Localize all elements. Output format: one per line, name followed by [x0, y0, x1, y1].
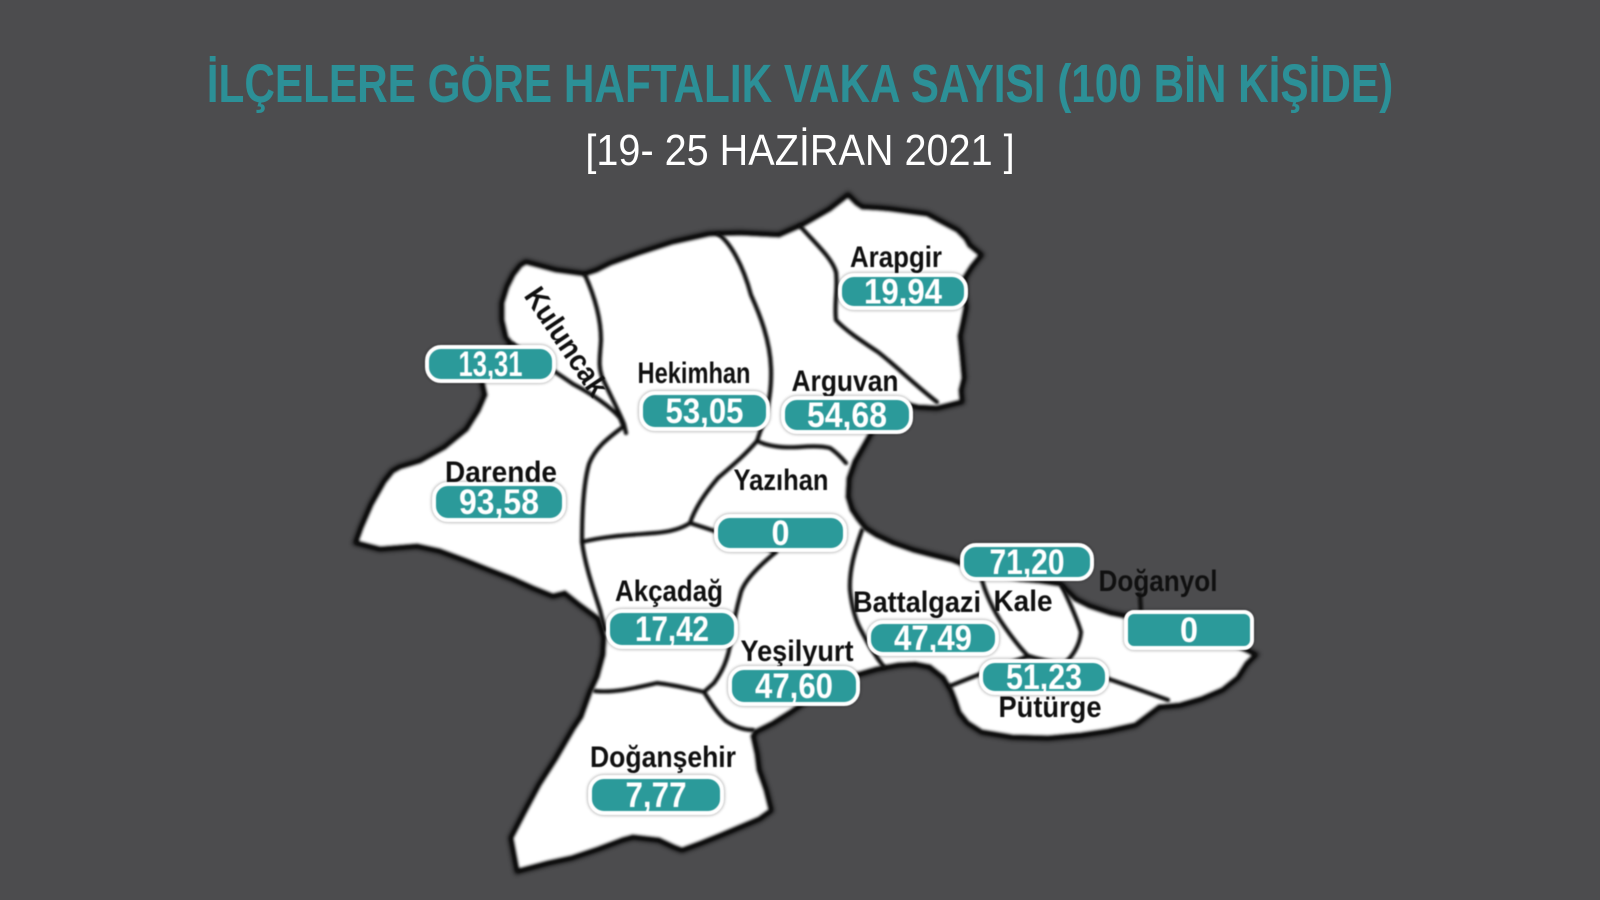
svg-text:Battalgazi: Battalgazi: [853, 586, 981, 619]
svg-text:71,20: 71,20: [990, 543, 1065, 582]
svg-text:Doğanşehir: Doğanşehir: [590, 741, 736, 774]
svg-text:Arguvan: Arguvan: [792, 365, 899, 398]
svg-text:Kale: Kale: [994, 585, 1053, 618]
svg-text:17,42: 17,42: [635, 610, 709, 649]
svg-text:47,49: 47,49: [894, 619, 972, 658]
svg-text:51,23: 51,23: [1006, 658, 1082, 697]
svg-text:93,58: 93,58: [459, 483, 539, 522]
svg-text:53,05: 53,05: [666, 392, 744, 431]
svg-text:Akçadağ: Akçadağ: [615, 575, 723, 608]
svg-text:19,94: 19,94: [864, 273, 942, 312]
svg-text:Doğanyol: Doğanyol: [1099, 565, 1218, 598]
svg-text:54,68: 54,68: [807, 396, 887, 435]
svg-text:47,60: 47,60: [755, 667, 833, 706]
svg-text:Pütürge: Pütürge: [999, 691, 1102, 724]
svg-text:7,77: 7,77: [626, 776, 687, 815]
svg-text:0: 0: [772, 514, 790, 553]
svg-text:13,31: 13,31: [459, 345, 523, 384]
svg-text:Yeşilyurt: Yeşilyurt: [741, 635, 854, 668]
svg-text:Hekimhan: Hekimhan: [638, 357, 751, 390]
svg-text:Yazıhan: Yazıhan: [734, 464, 829, 497]
svg-text:Arapgir: Arapgir: [850, 241, 942, 274]
svg-text:0: 0: [1180, 611, 1198, 650]
